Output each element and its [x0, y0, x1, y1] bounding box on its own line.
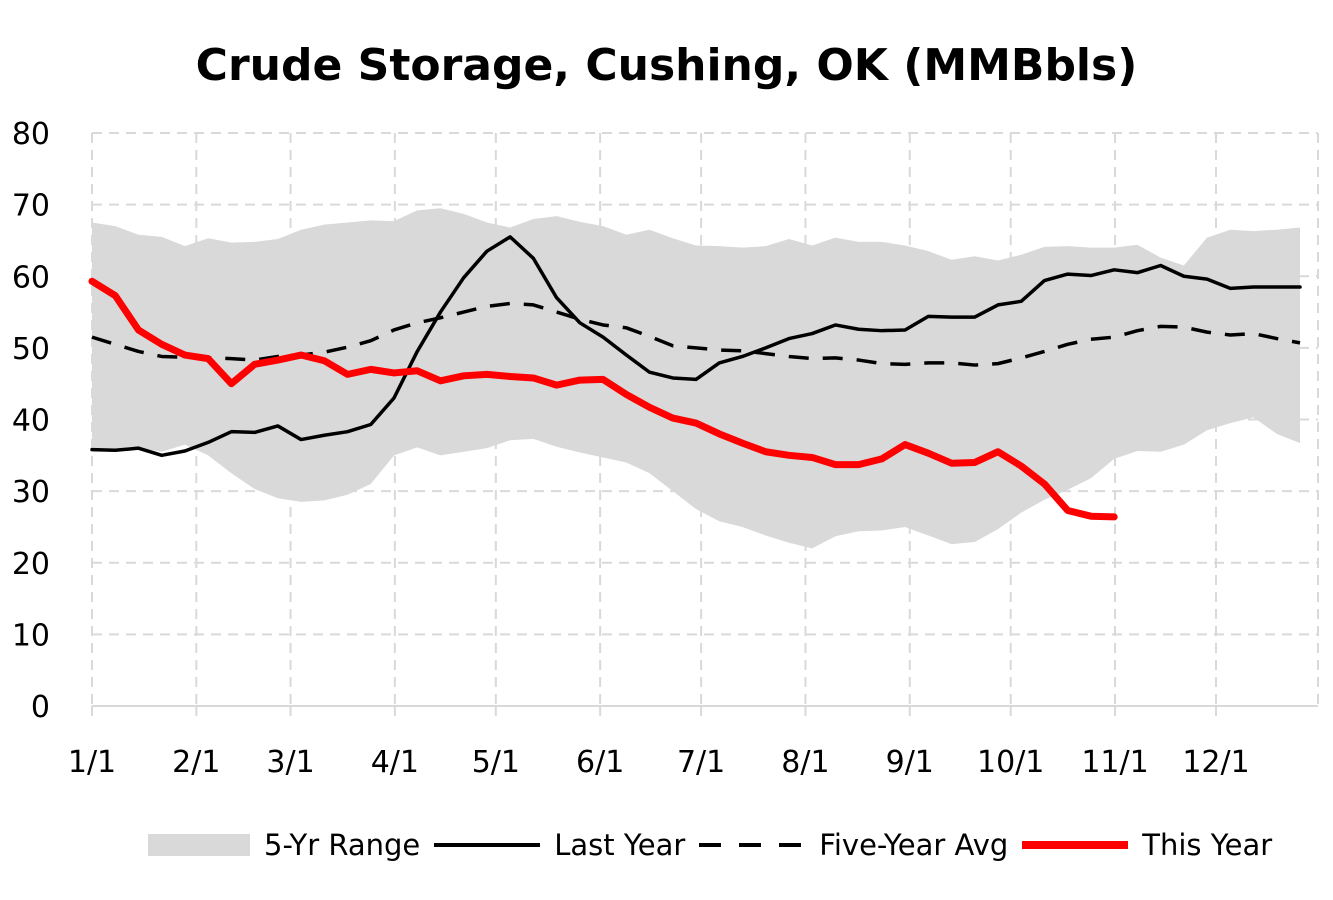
- chart-title: Crude Storage, Cushing, OK (MMBbls): [195, 40, 1138, 91]
- y-tick-label: 70: [12, 189, 50, 224]
- x-tick-label: 2/1: [172, 745, 220, 780]
- legend: 5-Yr Range Last Year Five-Year Avg This …: [148, 828, 1286, 862]
- y-tick-label: 60: [12, 260, 50, 295]
- legend-swatch-avg: [699, 843, 806, 847]
- y-tick-label: 20: [12, 547, 50, 582]
- x-tick-label: 11/1: [1081, 745, 1148, 780]
- axes: 0 10 20 30 40 50 60 70 80 1/1 2/1 3/1 4/1 5/1 6/1 7/1 8/…: [12, 117, 1318, 780]
- y-tick-label: 0: [31, 690, 50, 725]
- x-tick-label: 9/1: [886, 745, 934, 780]
- x-tick-label: 5/1: [472, 745, 520, 780]
- legend-label-this-year: This Year: [1142, 828, 1273, 862]
- legend-swatch-last-year: [434, 843, 541, 847]
- legend-label-range: 5-Yr Range: [264, 828, 421, 862]
- legend-label-avg: Five-Year Avg: [819, 828, 1009, 862]
- x-tick-label: 12/1: [1182, 745, 1249, 780]
- y-tick-label: 10: [12, 618, 50, 653]
- x-tick-label: 1/1: [68, 745, 116, 780]
- legend-item-last-year: Last Year: [434, 828, 685, 862]
- y-tick-label: 50: [12, 332, 50, 367]
- legend-swatch-this-year: [1022, 841, 1129, 849]
- x-tick-label: 7/1: [677, 745, 725, 780]
- x-tick-label: 6/1: [576, 745, 624, 780]
- x-tick-label: 4/1: [371, 745, 419, 780]
- x-tick-label: 3/1: [266, 745, 314, 780]
- legend-item-range: 5-Yr Range: [148, 828, 420, 862]
- marks: [88, 208, 1302, 549]
- legend-item-this-year: This Year: [1022, 828, 1272, 862]
- legend-item-avg: Five-Year Avg: [699, 828, 1008, 862]
- y-tick-label: 80: [12, 117, 50, 152]
- x-tick-label: 8/1: [781, 745, 829, 780]
- y-tick-label: 30: [12, 475, 50, 510]
- y-tick-label: 40: [12, 404, 50, 439]
- legend-swatch-range: [148, 834, 250, 856]
- legend-label-last-year: Last Year: [554, 828, 686, 862]
- x-tick-label: 10/1: [977, 745, 1044, 780]
